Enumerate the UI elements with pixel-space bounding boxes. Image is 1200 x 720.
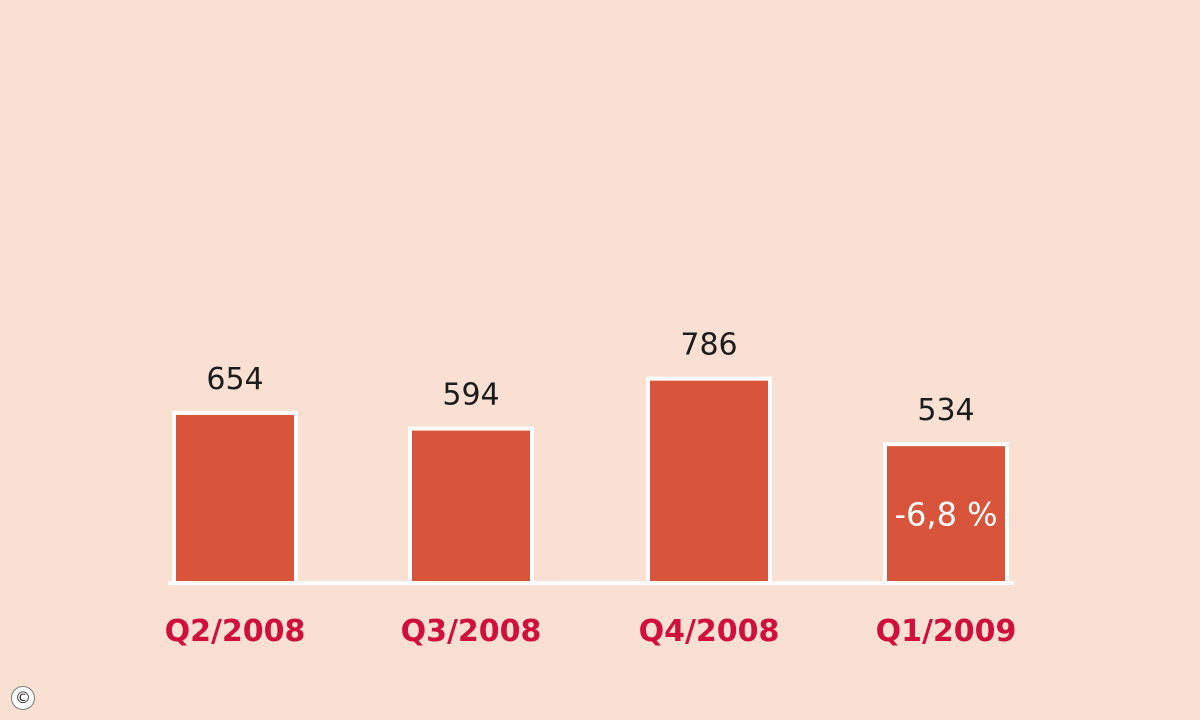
bars-layer: [172, 376, 1009, 586]
value-label: 786: [680, 328, 737, 363]
bar-q1-2009: [883, 442, 1009, 585]
value-label: 654: [206, 362, 263, 397]
category-label: Q3/2008: [401, 614, 542, 649]
category-label: Q1/2009: [876, 614, 1017, 649]
labels-layer: 654 Q2/2008 594 Q3/2008 786 Q4/2008 534 Q1/2009…: [165, 328, 1017, 649]
value-label: 594: [442, 378, 499, 413]
category-label: Q4/2008: [639, 614, 780, 649]
value-label: 534: [917, 393, 974, 428]
bar-q4-2008: [646, 376, 772, 586]
change-percent-label: -6,8 %: [894, 496, 997, 534]
bar-q3-2008: [408, 426, 534, 585]
category-label: Q2/2008: [165, 614, 306, 649]
copyright-icon: ©: [11, 686, 35, 710]
bar-q2-2008: [172, 410, 298, 585]
